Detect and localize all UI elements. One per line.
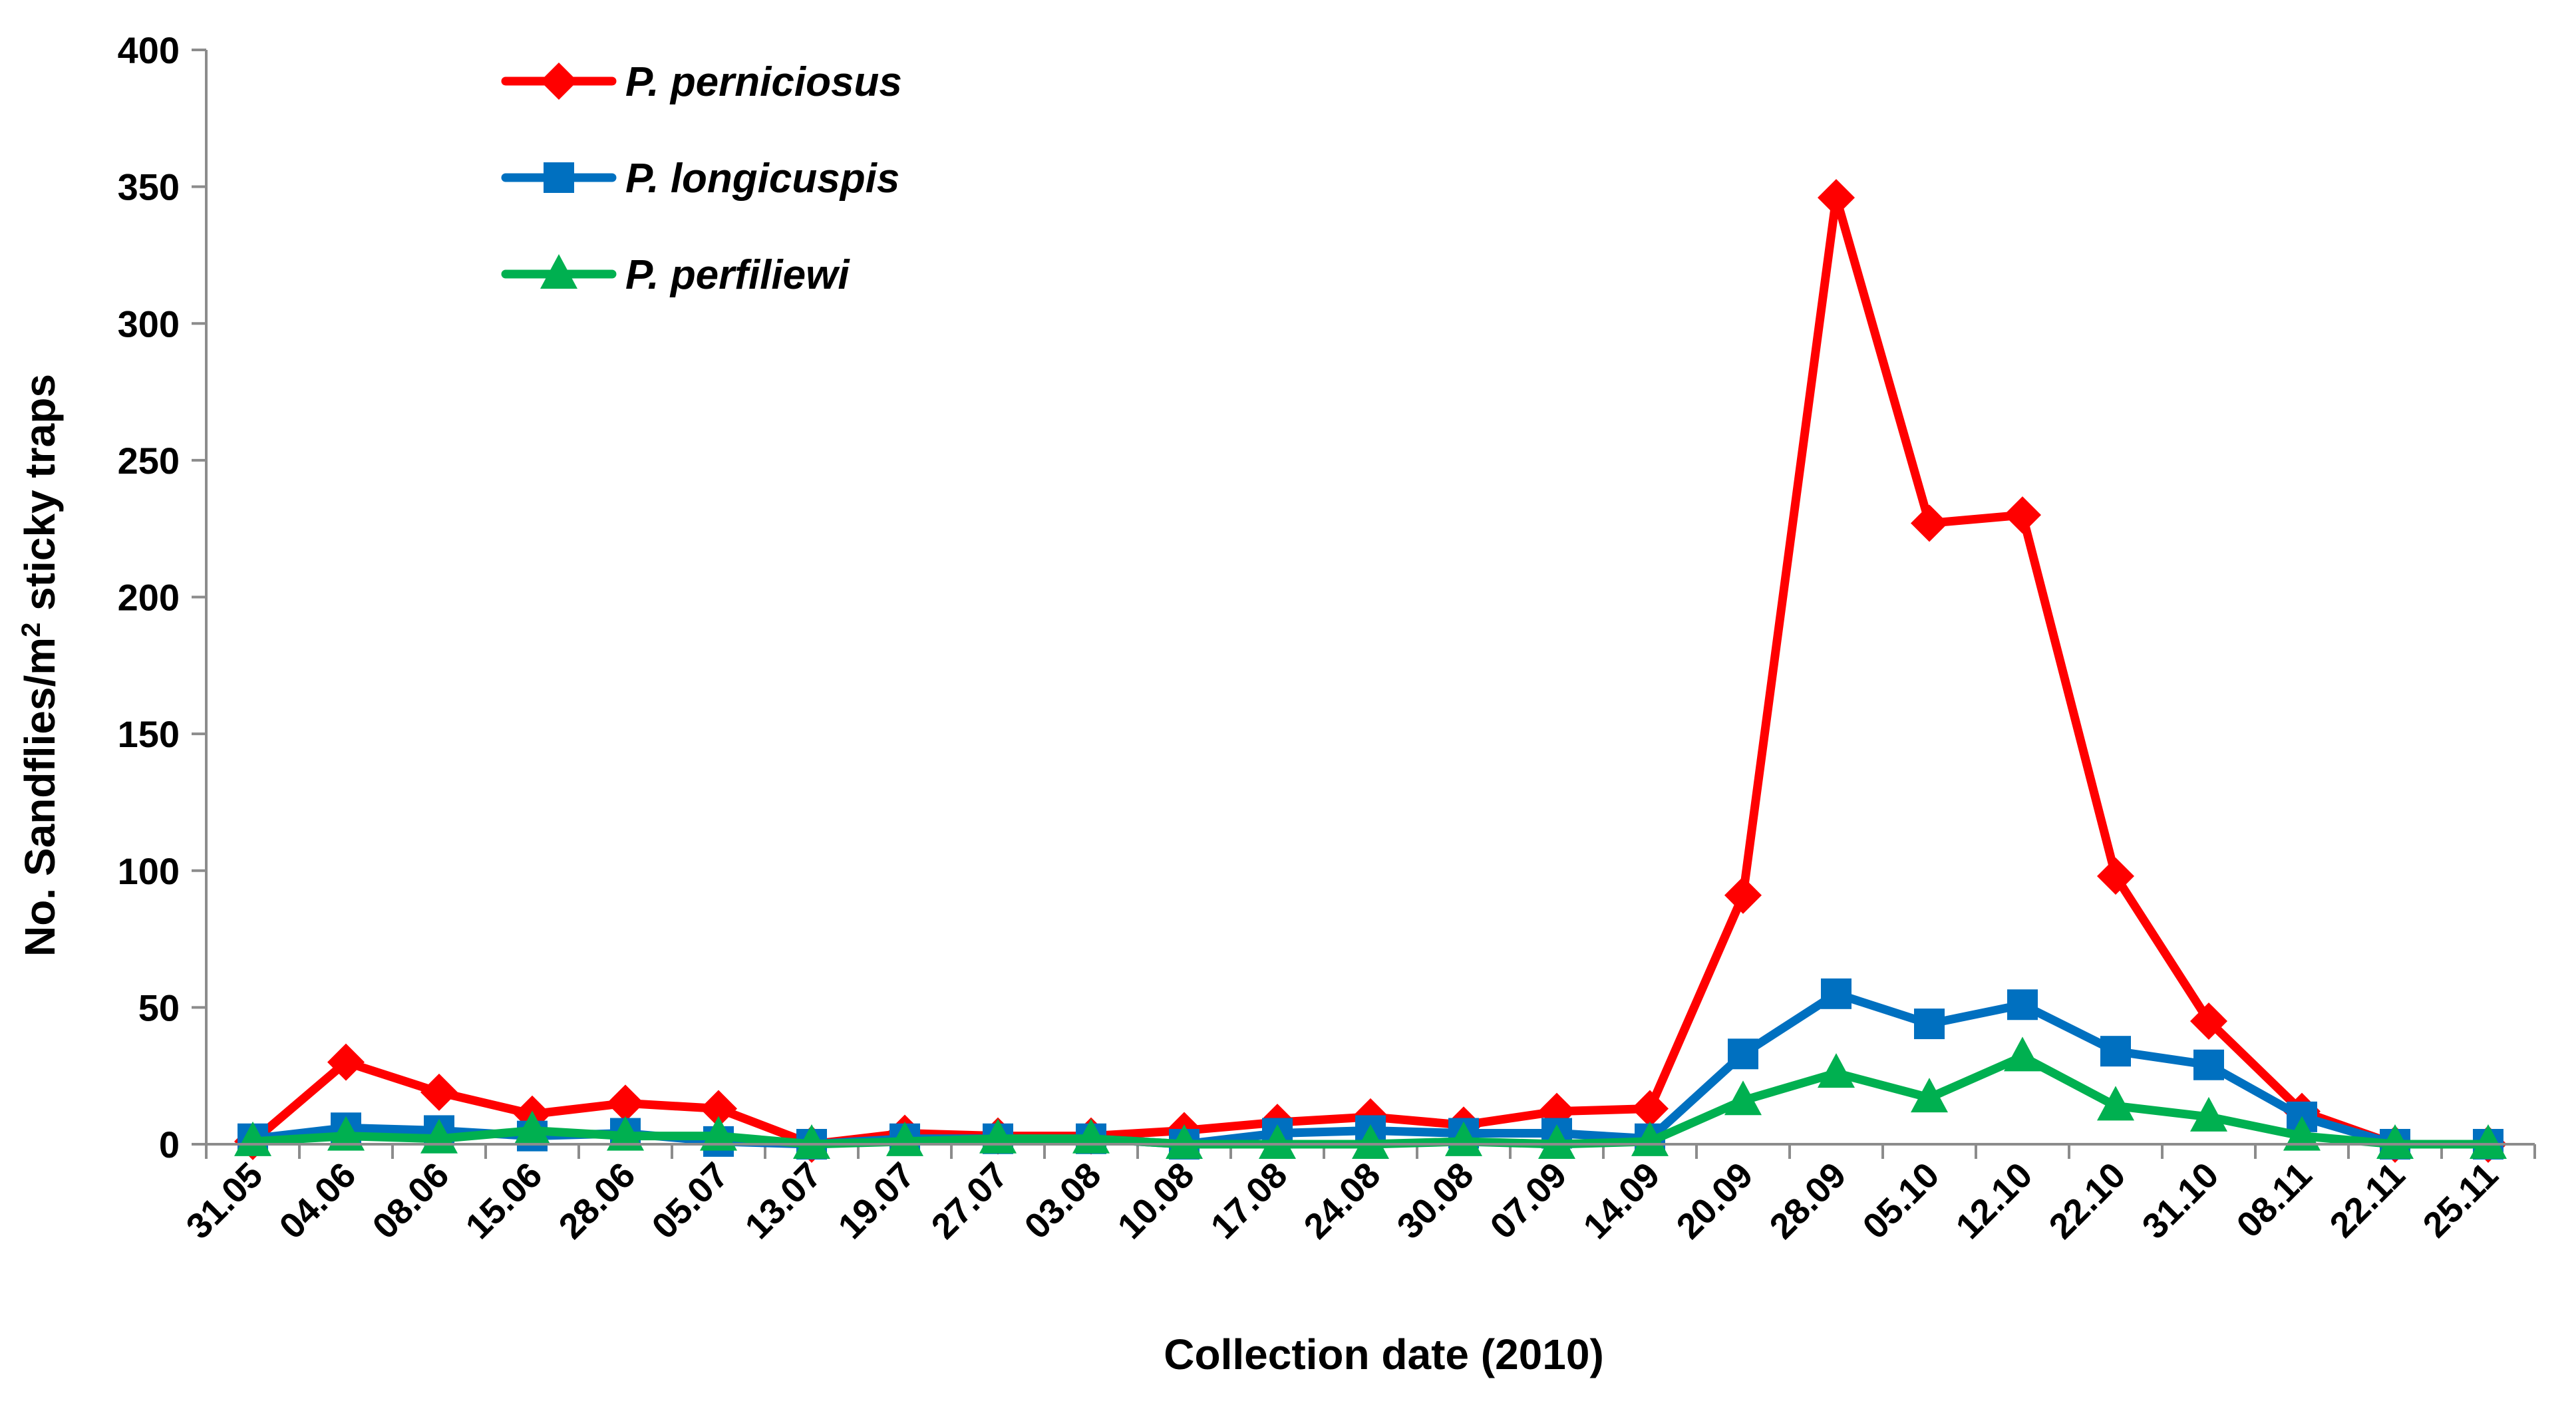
data-point xyxy=(1631,1090,1669,1128)
legend-marker xyxy=(544,162,574,193)
y-tick-label: 350 xyxy=(118,166,180,208)
legend-item: P. perniciosus xyxy=(501,59,902,105)
data-point xyxy=(1259,1124,1296,1159)
y-tick-label: 100 xyxy=(118,850,180,892)
data-point xyxy=(2007,989,2038,1020)
data-point xyxy=(2097,1086,2134,1121)
data-point xyxy=(2097,857,2134,895)
data-point xyxy=(1818,1053,1855,1088)
data-point xyxy=(2004,1036,2041,1072)
data-point xyxy=(886,1121,923,1156)
legend-item: P. longicuspis xyxy=(501,156,899,202)
data-point xyxy=(2190,1002,2227,1040)
data-point xyxy=(1352,1124,1389,1159)
data-point xyxy=(1724,876,1762,914)
y-tick-label: 400 xyxy=(118,29,180,71)
data-point xyxy=(420,1073,458,1111)
data-point xyxy=(2470,1124,2507,1159)
data-point xyxy=(607,1116,644,1151)
y-tick-label: 250 xyxy=(118,440,180,482)
data-point xyxy=(700,1090,737,1128)
y-tick-label: 300 xyxy=(118,303,180,345)
data-point xyxy=(1631,1121,1669,1156)
x-axis-title: Collection date (2010) xyxy=(1164,1330,1604,1378)
data-point xyxy=(2100,1036,2131,1067)
data-point xyxy=(1445,1121,1482,1156)
legend-label: P. perniciosus xyxy=(625,59,902,105)
data-point xyxy=(2283,1116,2321,1151)
data-point xyxy=(1821,978,1852,1009)
y-tick-label: 50 xyxy=(138,987,180,1028)
data-point xyxy=(234,1121,271,1156)
data-point xyxy=(1911,1078,1948,1113)
data-point xyxy=(327,1116,365,1151)
data-point xyxy=(607,1084,644,1122)
legend-label: P. longicuspis xyxy=(625,156,899,202)
y-tick-label: 0 xyxy=(159,1124,180,1166)
legend: P. perniciosus P. longicuspis P. perfiliew… xyxy=(501,59,902,298)
data-point xyxy=(1538,1124,1575,1159)
legend-marker xyxy=(540,254,577,289)
data-point xyxy=(2004,496,2041,534)
data-point xyxy=(1818,179,1855,217)
data-point xyxy=(327,1043,365,1081)
y-axis-title: No. Sandflies/m2 sticky traps xyxy=(16,374,64,957)
data-point xyxy=(1728,1038,1758,1070)
data-point xyxy=(1911,504,1948,542)
data-point xyxy=(1914,1009,1945,1040)
legend-label: P. perfiliewi xyxy=(625,252,850,298)
y-tick-label: 200 xyxy=(118,577,180,619)
data-point xyxy=(1166,1124,1203,1159)
data-point xyxy=(2376,1124,2414,1159)
data-point xyxy=(2190,1096,2227,1132)
legend-marker xyxy=(540,63,577,100)
legend-item: P. perfiliewi xyxy=(501,252,850,298)
data-point xyxy=(1724,1080,1762,1116)
data-point xyxy=(700,1116,737,1151)
data-point xyxy=(514,1110,551,1146)
y-tick-label: 150 xyxy=(118,713,180,755)
data-point xyxy=(2193,1049,2224,1080)
y-axis-ticks: 0 50 100 150 200 250 300 350 400 xyxy=(118,29,206,1166)
data-point xyxy=(793,1124,830,1159)
